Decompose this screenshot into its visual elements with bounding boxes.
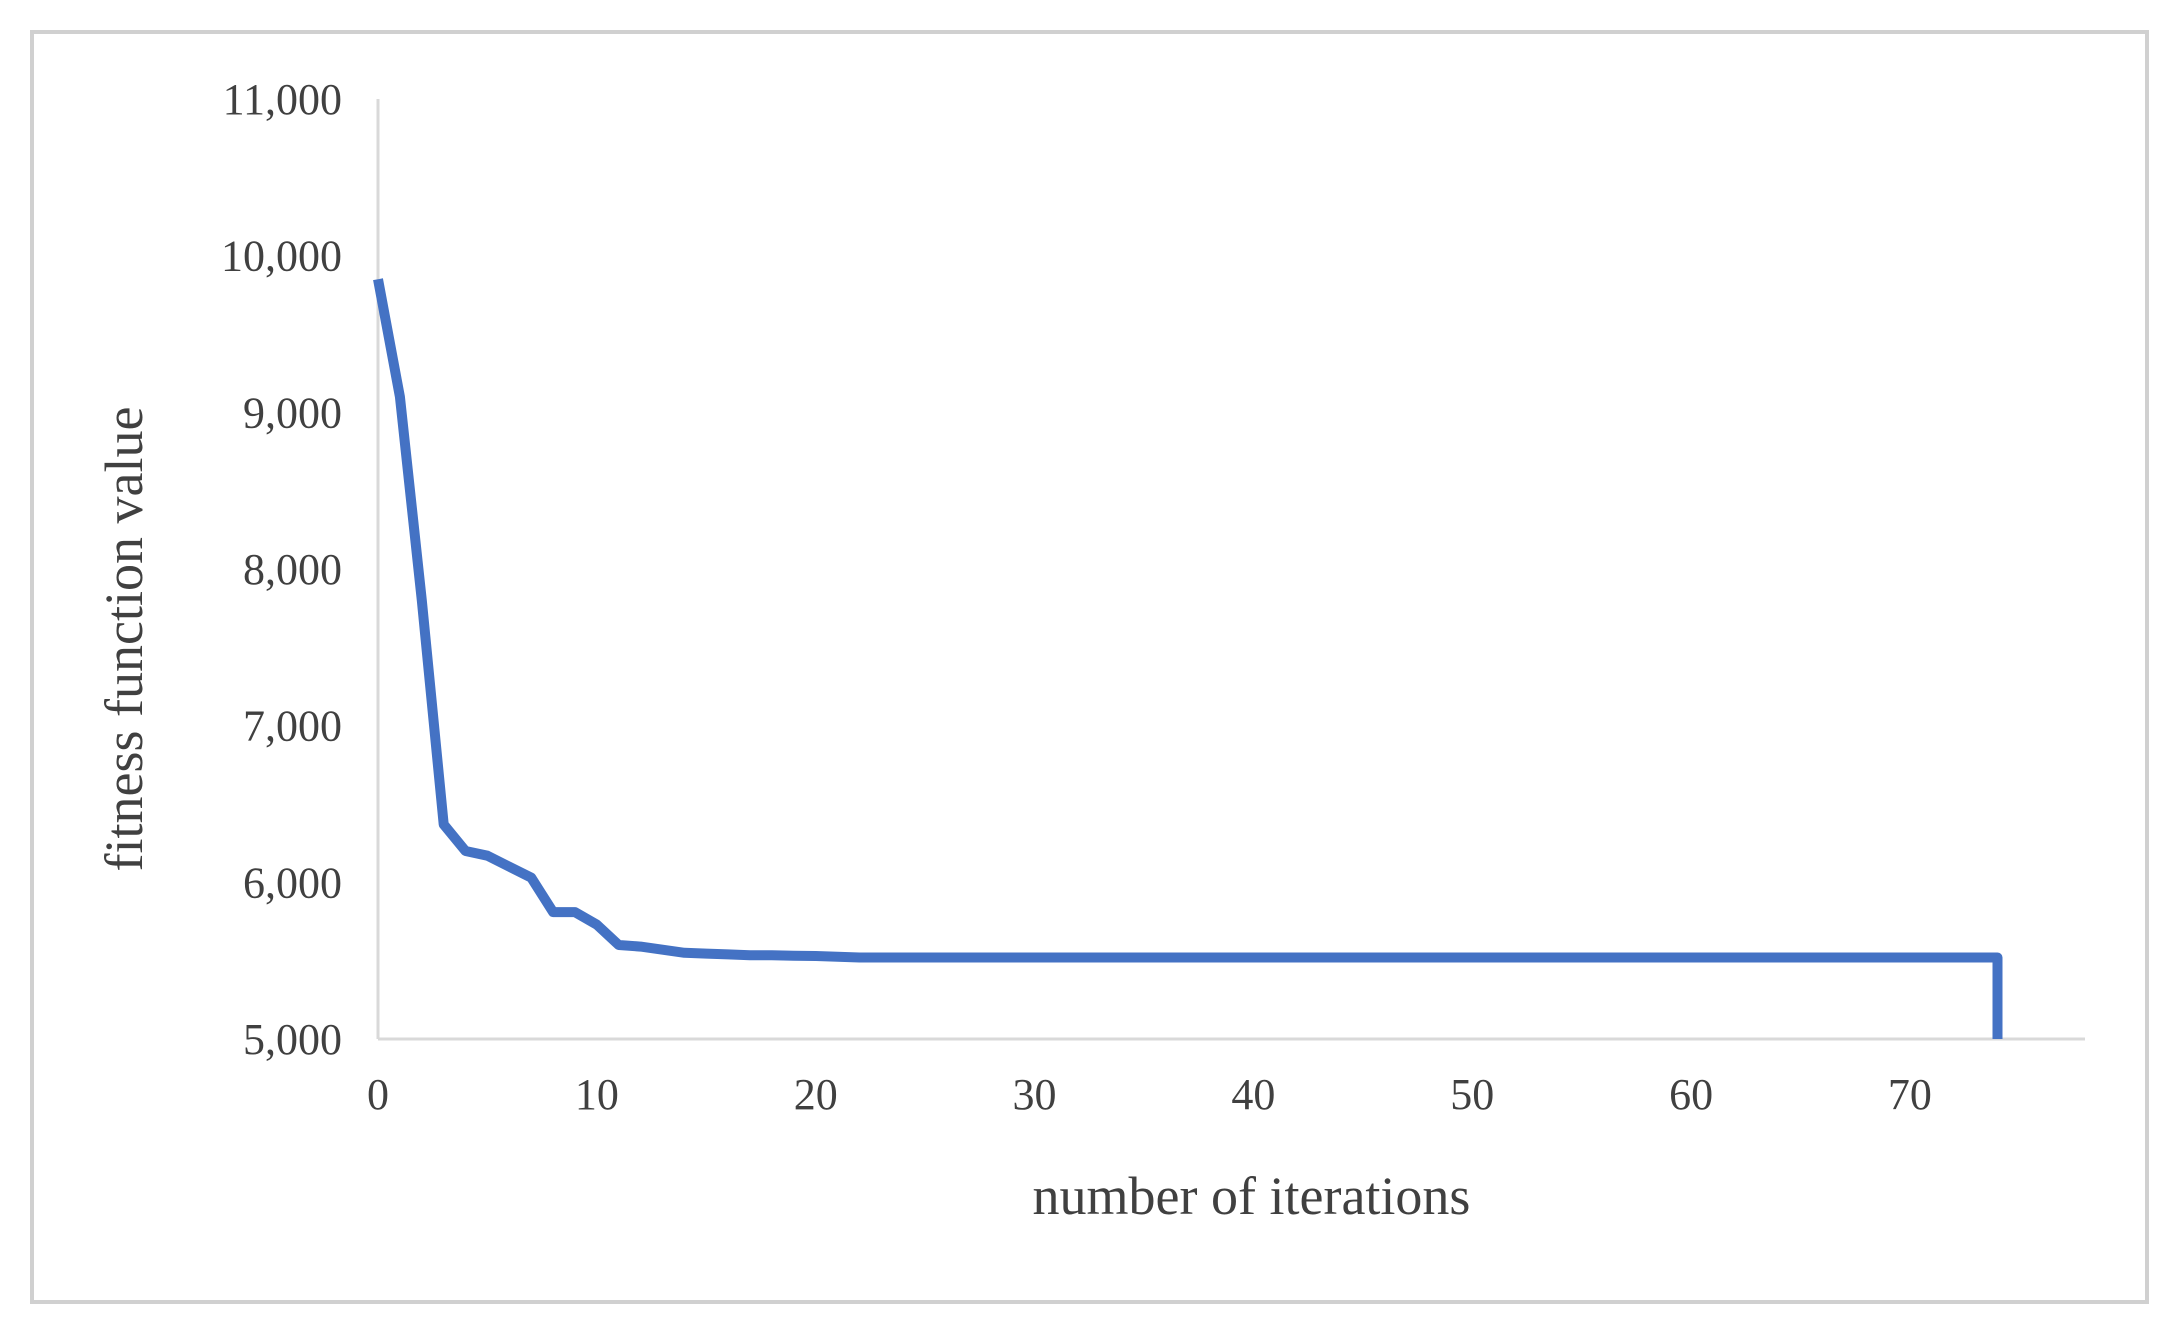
y-tick-label: 5,000 xyxy=(243,1015,342,1064)
x-tick-label: 0 xyxy=(367,1070,389,1119)
chart-frame xyxy=(30,30,2149,1304)
x-tick-label: 30 xyxy=(1013,1070,1057,1119)
y-tick-label: 9,000 xyxy=(243,388,342,437)
y-tick-label: 6,000 xyxy=(243,858,342,907)
y-tick-label: 8,000 xyxy=(243,545,342,594)
x-tick-label: 70 xyxy=(1888,1070,1932,1119)
series-line xyxy=(373,278,2003,1039)
x-tick-label: 10 xyxy=(575,1070,619,1119)
x-axis-title: number of iterations xyxy=(1033,1166,1471,1226)
x-tick-labels: 0 10 20 30 40 50 60 70 xyxy=(367,1070,1932,1119)
y-tick-label: 10,000 xyxy=(221,232,342,281)
y-axis-title: fitness function value xyxy=(94,407,154,872)
x-tick-label: 20 xyxy=(794,1070,838,1119)
y-tick-labels: 5,000 6,000 7,000 8,000 9,000 10,000 11,000 xyxy=(221,75,342,1064)
x-tick-label: 40 xyxy=(1231,1070,1275,1119)
y-tick-label: 7,000 xyxy=(243,702,342,751)
y-tick-label: 11,000 xyxy=(223,75,342,124)
x-tick-label: 60 xyxy=(1669,1070,1713,1119)
x-tick-label: 50 xyxy=(1450,1070,1494,1119)
